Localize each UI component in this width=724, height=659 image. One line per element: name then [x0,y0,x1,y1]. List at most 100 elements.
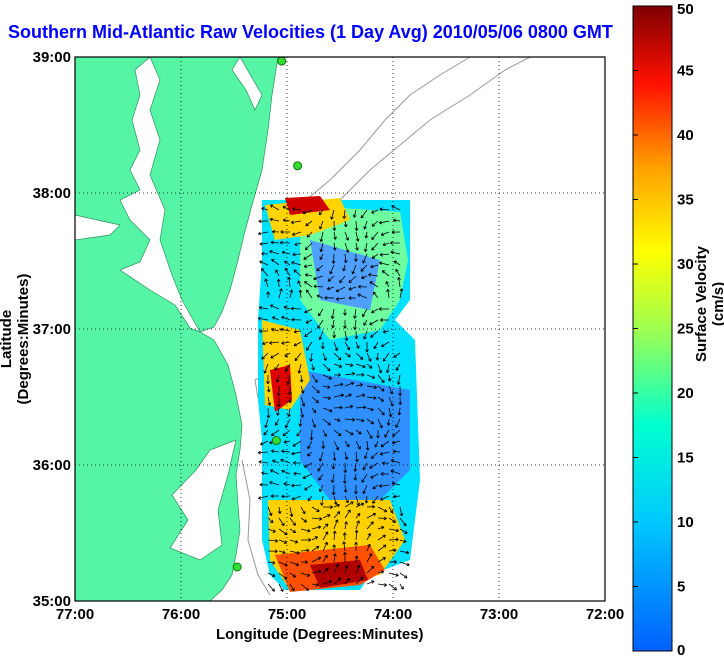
velocity-arrow [269,481,280,486]
velocity-arrow [344,578,350,585]
colorbar-tick-label: 50 [677,1,694,18]
velocity-arrow [264,418,269,429]
velocity-arrow [353,473,358,481]
velocity-arrow [385,281,390,288]
velocity-arrow [266,374,270,385]
velocity-arrow [333,503,340,508]
y-tick-label: 35:00 [33,593,71,610]
velocity-arrow [366,407,374,412]
velocity-arrow [388,517,397,523]
velocity-arrow [354,220,359,231]
velocity-arrow [267,517,274,524]
velocity-arrow [348,286,357,291]
velocity-arrow [330,209,335,220]
velocity-arrow [306,341,313,351]
velocity-arrow [399,528,408,534]
velocity-arrow [261,471,269,476]
velocity-arrow [324,295,335,300]
velocity-arrow [382,242,390,247]
velocity-arrow [322,531,329,541]
velocity-arrow [344,565,349,574]
velocity-arrow [368,273,379,277]
velocity-arrow [377,396,384,402]
velocity-arrow [333,352,342,361]
velocity-arrow [260,268,269,277]
velocity-arrow [330,473,335,483]
velocity-arrow [388,537,399,542]
velocity-arrow [270,204,280,211]
velocity-arrow [276,396,281,407]
velocity-arrow [289,289,294,299]
velocity-arrow [355,451,359,463]
velocity-arrow [344,429,354,436]
velocity-arrow [322,505,333,509]
velocity-arrow [291,317,302,322]
velocity-arrow [303,253,313,260]
velocity-arrow [278,288,283,299]
velocity-arrow [280,230,291,234]
velocity-arrow [289,583,295,592]
velocity-arrow [355,405,367,410]
velocity-arrow [333,563,339,574]
velocity-arrow [322,579,333,585]
velocity-arrow [342,473,347,484]
velocity-arrow [366,521,374,530]
velocity-arrow [344,330,349,342]
velocity-arrow [291,451,302,456]
velocity-arrow [318,220,324,230]
velocity-arrow [322,396,332,400]
velocity-arrow [377,363,383,374]
velocity-arrow [333,373,341,377]
velocity-arrow [395,363,401,371]
velocity-arrow [320,495,324,506]
velocity-arrow [377,557,386,563]
velocity-arrow [390,469,401,475]
velocity-arrow [304,281,313,288]
velocity-arrow [322,352,327,361]
velocity-arrow [287,276,292,288]
velocity-arrow [387,374,392,382]
velocity-arrow [305,289,313,299]
velocity-arrow [267,583,275,592]
velocity-arrow [279,240,291,245]
velocity-arrow [362,308,368,318]
velocity-arrow [377,385,385,392]
colorbar-ticks: 0 5 10 15 20 25 30 35 40 45 50 [633,1,694,659]
velocity-arrow [333,429,342,437]
velocity-arrow [332,330,337,339]
velocity-arrow [382,352,390,362]
velocity-arrow [339,275,346,284]
velocity-arrow [278,528,288,536]
y-axis-label: Latitude (Degrees:Minutes) [0,273,32,405]
velocity-arrow [369,462,379,469]
velocity-arrow [343,253,348,264]
velocity-arrow [381,270,390,277]
velocity-arrow [259,482,269,487]
velocity-vectors [257,204,410,592]
velocity-arrow [289,572,296,578]
velocity-arrow [305,319,313,324]
river-estuary [75,214,121,241]
velocity-arrow [272,229,280,234]
velocity-arrow [369,281,379,288]
x-tick-label: 73:00 [480,606,518,623]
velocity-arrow [263,429,269,436]
velocity-arrow [264,278,269,288]
station-marker [277,57,287,66]
velocity-arrow [361,275,368,280]
colorbar-tick-label: 25 [677,321,694,338]
colorbar-tick-label: 45 [677,63,694,80]
velocity-arrow [397,277,401,288]
velocity-arrow [355,576,364,585]
velocity-arrow [355,512,361,519]
velocity-arrow [293,471,302,476]
velocity-arrow [293,461,302,465]
velocity-arrow [333,363,343,368]
velocity-arrow [311,407,317,414]
velocity-arrow [289,550,300,555]
velocity-arrow [377,525,385,530]
velocity-arrow [343,308,347,316]
velocity-arrow [300,506,306,515]
velocity-arrow [352,209,357,218]
